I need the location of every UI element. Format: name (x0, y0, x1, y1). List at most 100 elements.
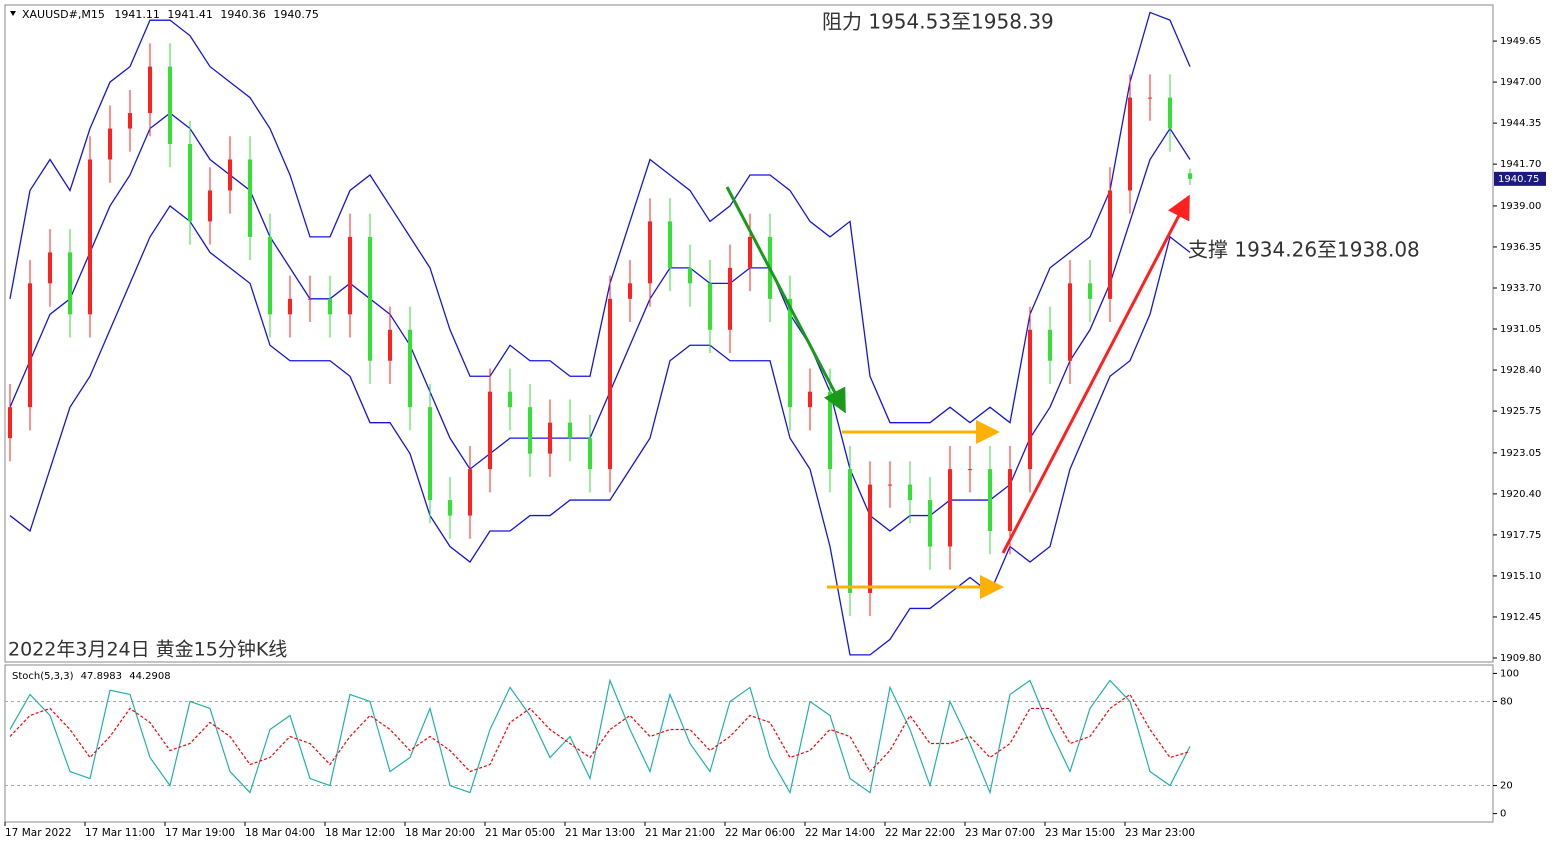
candle-body (88, 159, 92, 315)
symbol: XAUUSD#,M15 (22, 8, 105, 21)
annotation: 阻力 1954.53至1958.39 (822, 10, 1054, 34)
annotation: 2022年3月24日 黄金15分钟K线 (8, 639, 287, 661)
candle-body (688, 267, 692, 284)
candle-body (468, 469, 472, 516)
candle-body (1088, 283, 1092, 299)
candle-body (828, 391, 832, 470)
k-value: 47.8983 (81, 671, 122, 682)
trend-arrow (1001, 194, 1190, 554)
candle-body (868, 484, 872, 593)
stoch-area (5, 678, 1493, 795)
candle-body (428, 407, 432, 501)
y-tick-label: 1947.00 (1500, 77, 1541, 88)
price-label: 1940.75 (1498, 174, 1539, 185)
x-tick-label: 21 Mar 21:00 (645, 827, 715, 839)
candle-body (568, 422, 572, 439)
y-tick-label: 100 (1500, 668, 1519, 679)
candle-body (608, 298, 612, 470)
y-tick-label: 1931.05 (1500, 324, 1541, 335)
candle-body (488, 391, 492, 470)
candle-body (1048, 329, 1052, 361)
candle-body (668, 221, 672, 268)
candle-body (708, 283, 712, 330)
candle-body (1068, 283, 1072, 361)
band-upper (9, 11, 1191, 424)
candle-body (248, 159, 252, 237)
y-tick-label: 1939.00 (1500, 201, 1541, 212)
y-tick-label: 1920.40 (1500, 489, 1541, 500)
x-tick-label: 18 Mar 04:00 (245, 827, 315, 839)
main-panel (4, 4, 1494, 663)
x-tick-label: 18 Mar 20:00 (405, 827, 475, 839)
candle-body (888, 484, 892, 486)
candle-body (388, 329, 392, 361)
y-tick-label: 1923.05 (1500, 448, 1541, 459)
candle-body (448, 500, 452, 516)
ohlc: 1940.36 (220, 8, 266, 21)
candle-body (628, 283, 632, 299)
y-tick-label: 1928.40 (1500, 365, 1541, 376)
x-tick-label: 22 Mar 06:00 (725, 827, 795, 839)
y-tick-label: 1909.80 (1500, 653, 1541, 664)
candle-body (28, 283, 32, 408)
candle-body (508, 391, 512, 408)
candle-body (788, 298, 792, 408)
candle-body (528, 407, 532, 454)
x-tick-label: 22 Mar 22:00 (885, 827, 955, 839)
stoch-d (9, 693, 1191, 773)
candle-body (8, 407, 12, 439)
price-marker (1494, 171, 1546, 186)
d-value: 44.2908 (129, 671, 170, 682)
stoch-k (9, 678, 1191, 795)
y-tick-label: 1941.70 (1500, 159, 1541, 170)
candle-body (748, 236, 752, 268)
x-tick-label: 21 Mar 13:00 (565, 827, 635, 839)
candle-body (208, 190, 212, 222)
y-tick-label: 1912.45 (1500, 612, 1541, 623)
candle-body (728, 267, 732, 330)
candle-body (308, 298, 312, 300)
candle-body (328, 298, 332, 315)
y-tick-label: 1936.35 (1500, 242, 1541, 253)
x-tick-label: 17 Mar 11:00 (85, 827, 155, 839)
trend-arrow (725, 186, 846, 414)
candle-body (1108, 190, 1112, 299)
candle-body (228, 159, 232, 191)
axes: 1909.80 1912.45 1915.10 1917.75 1920.40 1923.… (4, 36, 1546, 839)
candle-body (408, 329, 412, 408)
candle-body (948, 469, 952, 547)
y-tick-label: 1925.75 (1500, 406, 1541, 417)
candle-body (1028, 329, 1032, 470)
x-tick-label: 22 Mar 14:00 (805, 827, 875, 839)
candle-body (368, 236, 372, 361)
candle-body (928, 500, 932, 547)
candle-body (268, 236, 272, 315)
candle-body (108, 128, 112, 160)
candle-body (48, 252, 52, 284)
candle-body (1128, 97, 1132, 191)
y-tick-label: 1944.35 (1500, 118, 1541, 129)
menu-icon (10, 11, 16, 16)
candle-body (1148, 97, 1152, 99)
ohlc: 1941.11 (114, 8, 160, 21)
candle-body (548, 422, 552, 454)
stoch-header: Stoch(5,3,3) 47.8983 44.2908 (12, 671, 171, 682)
candle-body (808, 391, 812, 408)
candle-body (968, 469, 972, 471)
caption-bg (6, 636, 306, 660)
annotation: 支撑 1934.26至1938.08 (1188, 238, 1420, 262)
candle-body (1168, 97, 1172, 129)
y-tick-label: 1949.65 (1500, 36, 1541, 47)
x-tick-label: 23 Mar 07:00 (965, 827, 1035, 839)
y-tick-label: 1915.10 (1500, 571, 1541, 582)
ohlc: 1941.41 (167, 8, 213, 21)
x-tick-label: 23 Mar 23:00 (1125, 827, 1195, 839)
candle-body (1188, 173, 1192, 179)
candle-body (68, 252, 72, 315)
x-tick-label: 17 Mar 19:00 (165, 827, 235, 839)
candle-body (348, 236, 352, 315)
candle-body (168, 66, 172, 145)
stoch-panel (4, 664, 1494, 823)
